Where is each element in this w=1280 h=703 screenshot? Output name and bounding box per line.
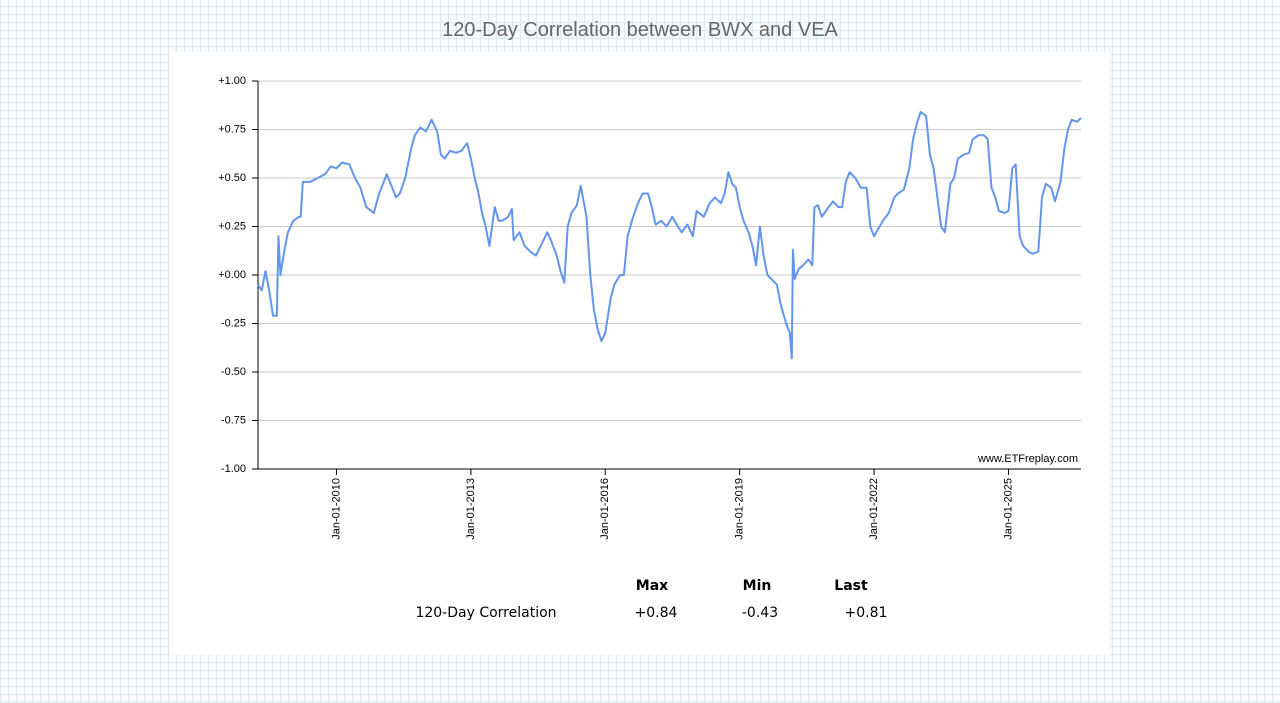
y-tick-label: +1.00 [218,75,246,87]
x-tick-label: Jan-01-2010 [330,478,342,540]
table-cell: 120-Day Correlation [415,605,557,621]
table-header: Min [742,578,772,594]
table-header: Last [834,578,868,594]
y-tick-label: -1.00 [221,463,246,475]
y-tick-label: +0.50 [218,172,246,184]
x-tick-label: Jan-01-2016 [599,478,611,540]
table-cell: +0.84 [634,605,678,621]
y-tick-label: +0.25 [218,220,246,232]
y-tick-label: +0.75 [218,123,246,135]
y-tick-label: -0.25 [221,317,246,329]
x-tick-label: Jan-01-2025 [1002,478,1014,540]
panel [170,52,1110,655]
table-cell: +0.81 [844,605,888,621]
correlation-line [257,111,1082,360]
table-cell: -0.43 [741,605,779,621]
x-tick-label: Jan-01-2022 [868,478,880,540]
x-tick-label: Jan-01-2019 [734,478,746,540]
y-tick-label: -0.75 [221,414,246,426]
table-header: Max [635,578,669,594]
y-tick-label: -0.50 [221,366,246,378]
chart-title: 120-Day Correlation between BWX and VEA [442,19,838,41]
y-tick-label: +0.00 [218,269,246,281]
watermark: www.ETFreplay.com [977,453,1078,465]
x-tick-label: Jan-01-2013 [465,478,477,540]
